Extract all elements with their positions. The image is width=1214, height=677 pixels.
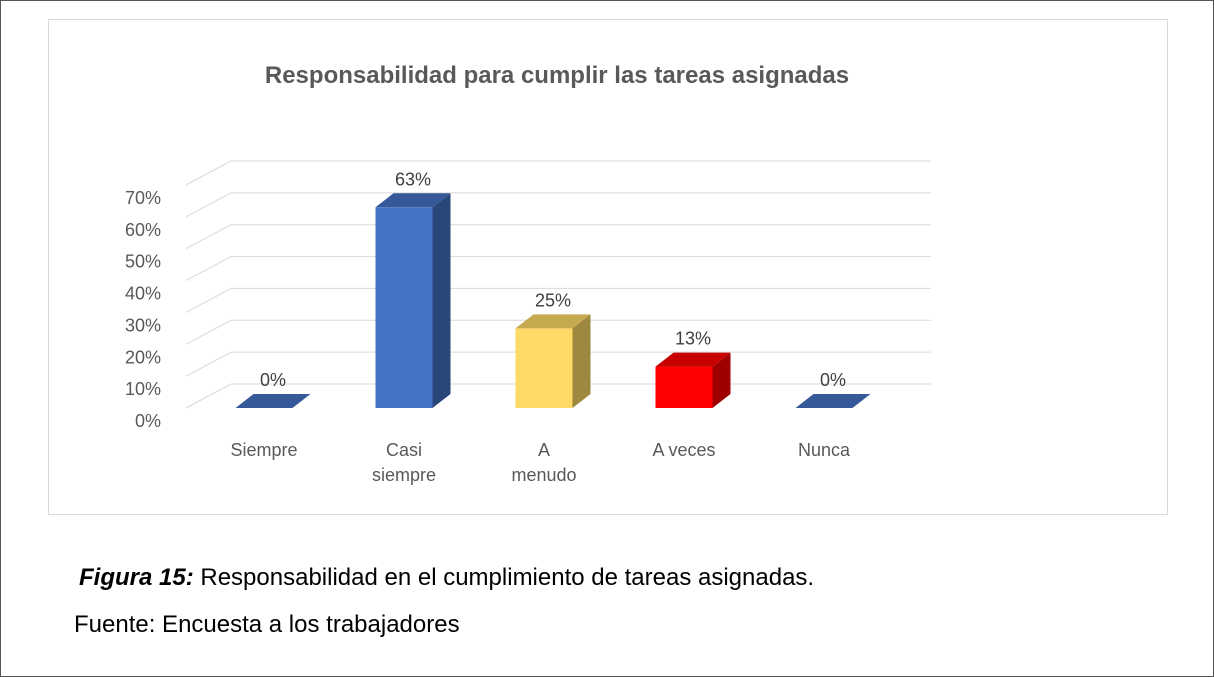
x-tick-label: Siempre bbox=[230, 440, 298, 460]
value-label: 25% bbox=[535, 290, 571, 310]
chart-title: Responsabilidad para cumplir las tareas … bbox=[265, 62, 849, 89]
bar bbox=[655, 366, 713, 408]
bar bbox=[375, 207, 433, 408]
grid-line-side bbox=[185, 192, 232, 218]
caption-label: Figura 15: bbox=[79, 564, 194, 591]
grid-line-side bbox=[185, 351, 232, 377]
x-tick-label: Nunca bbox=[797, 440, 851, 460]
source: Fuente: Encuesta a los trabajadores bbox=[74, 611, 460, 638]
y-tick-label: 30% bbox=[125, 315, 161, 335]
bar-side bbox=[712, 352, 731, 408]
grid-line-side bbox=[185, 319, 232, 345]
y-tick-label: 20% bbox=[125, 347, 161, 367]
y-tick-label: 70% bbox=[125, 188, 161, 208]
bar-top bbox=[375, 193, 451, 208]
grid-line-side bbox=[185, 287, 232, 313]
x-tick-label: A veces bbox=[652, 440, 716, 460]
grid-line-side bbox=[185, 224, 232, 250]
value-label: 63% bbox=[395, 169, 431, 189]
value-label: 0% bbox=[260, 370, 286, 390]
caption-text: Responsabilidad en el cumplimiento de ta… bbox=[200, 564, 815, 591]
bar-side bbox=[432, 193, 451, 408]
bar bbox=[515, 328, 573, 408]
bar-top bbox=[235, 394, 311, 408]
grid-line-side bbox=[185, 256, 232, 282]
bar-side bbox=[572, 314, 591, 408]
y-tick-label: 0% bbox=[135, 411, 161, 431]
y-tick-label: 40% bbox=[125, 284, 161, 304]
grid-line-side bbox=[185, 383, 232, 409]
bar-top bbox=[655, 352, 731, 367]
bar-top bbox=[795, 394, 871, 408]
value-label: 0% bbox=[820, 370, 846, 390]
x-tick-label: Casi siempre bbox=[371, 440, 437, 485]
y-tick-label: 10% bbox=[125, 379, 161, 399]
x-tick-label: A menudo bbox=[511, 440, 577, 485]
bar-top bbox=[515, 314, 591, 329]
grid-line-side bbox=[185, 160, 232, 186]
caption: Figura 15: Responsabilidad en el cumplim… bbox=[79, 564, 814, 592]
value-label: 13% bbox=[675, 329, 711, 349]
y-tick-label: 60% bbox=[125, 220, 161, 240]
y-tick-label: 50% bbox=[125, 252, 161, 272]
chart-area bbox=[48, 19, 1168, 515]
